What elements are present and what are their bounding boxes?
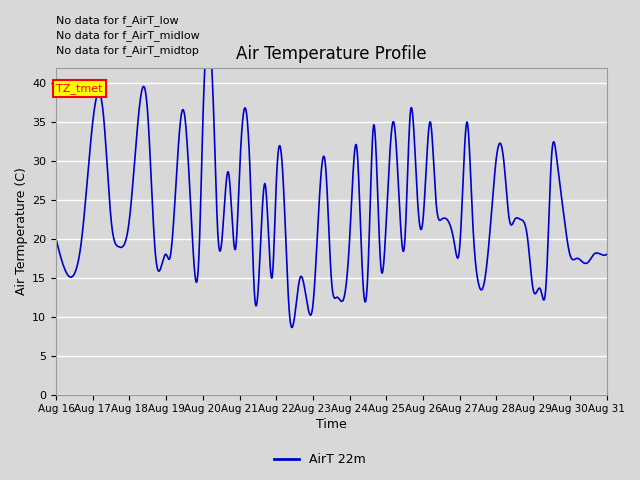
X-axis label: Time: Time (316, 419, 347, 432)
Y-axis label: Air Termperature (C): Air Termperature (C) (15, 167, 28, 295)
Text: TZ_tmet: TZ_tmet (56, 83, 102, 94)
Text: No data for f_AirT_midtop: No data for f_AirT_midtop (56, 46, 199, 57)
Legend: AirT 22m: AirT 22m (269, 448, 371, 471)
Text: No data for f_AirT_low: No data for f_AirT_low (56, 15, 179, 26)
Title: Air Temperature Profile: Air Temperature Profile (236, 45, 427, 63)
Text: No data for f_AirT_midlow: No data for f_AirT_midlow (56, 30, 200, 41)
